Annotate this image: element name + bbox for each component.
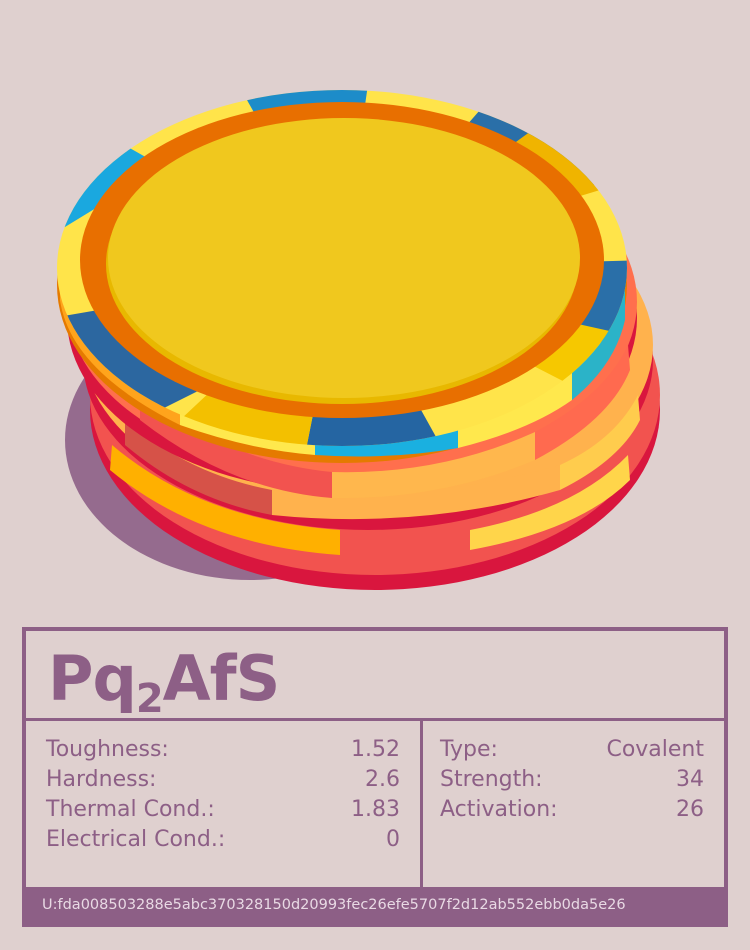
property-value: 26 [676, 797, 704, 822]
property-value: 1.52 [351, 737, 400, 762]
formula-rest: AfS [162, 642, 281, 715]
property-row: Toughness: 1.52 [46, 735, 400, 765]
chip-stack-illustration [57, 90, 660, 590]
property-value: 34 [676, 767, 704, 792]
uid-footer: U:fda008503288e5abc370328150d20993fec26e… [26, 887, 724, 923]
property-label: Type: [440, 737, 498, 762]
property-value: Covalent [606, 737, 704, 762]
property-row: Strength: 34 [440, 765, 704, 795]
properties-right: Type: Covalent Strength: 34 Activation: … [423, 721, 724, 887]
property-label: Activation: [440, 797, 558, 822]
title-section: Pq2AfS [26, 631, 724, 723]
property-row: Hardness: 2.6 [46, 765, 400, 795]
property-value: 1.83 [351, 797, 400, 822]
property-value: 0 [386, 827, 400, 852]
property-label: Electrical Cond.: [46, 827, 226, 852]
property-label: Toughness: [46, 737, 169, 762]
uid-text: U:fda008503288e5abc370328150d20993fec26e… [42, 897, 626, 913]
properties-left: Toughness: 1.52 Hardness: 2.6 Thermal Co… [26, 721, 423, 887]
property-row: Type: Covalent [440, 735, 704, 765]
property-label: Strength: [440, 767, 543, 792]
property-label: Hardness: [46, 767, 157, 792]
material-card: Pq2AfS Toughness: 1.52 Hardness: 2.6 The… [22, 627, 728, 927]
formula-main: Pq [48, 642, 137, 715]
property-label: Thermal Cond.: [46, 797, 215, 822]
property-value: 2.6 [365, 767, 400, 792]
formula-subscript: 2 [135, 676, 164, 722]
chip-top [57, 90, 627, 463]
property-row: Electrical Cond.: 0 [46, 825, 400, 855]
property-row: Thermal Cond.: 1.83 [46, 795, 400, 825]
property-row: Activation: 26 [440, 795, 704, 825]
material-formula: Pq2AfS [48, 642, 281, 723]
